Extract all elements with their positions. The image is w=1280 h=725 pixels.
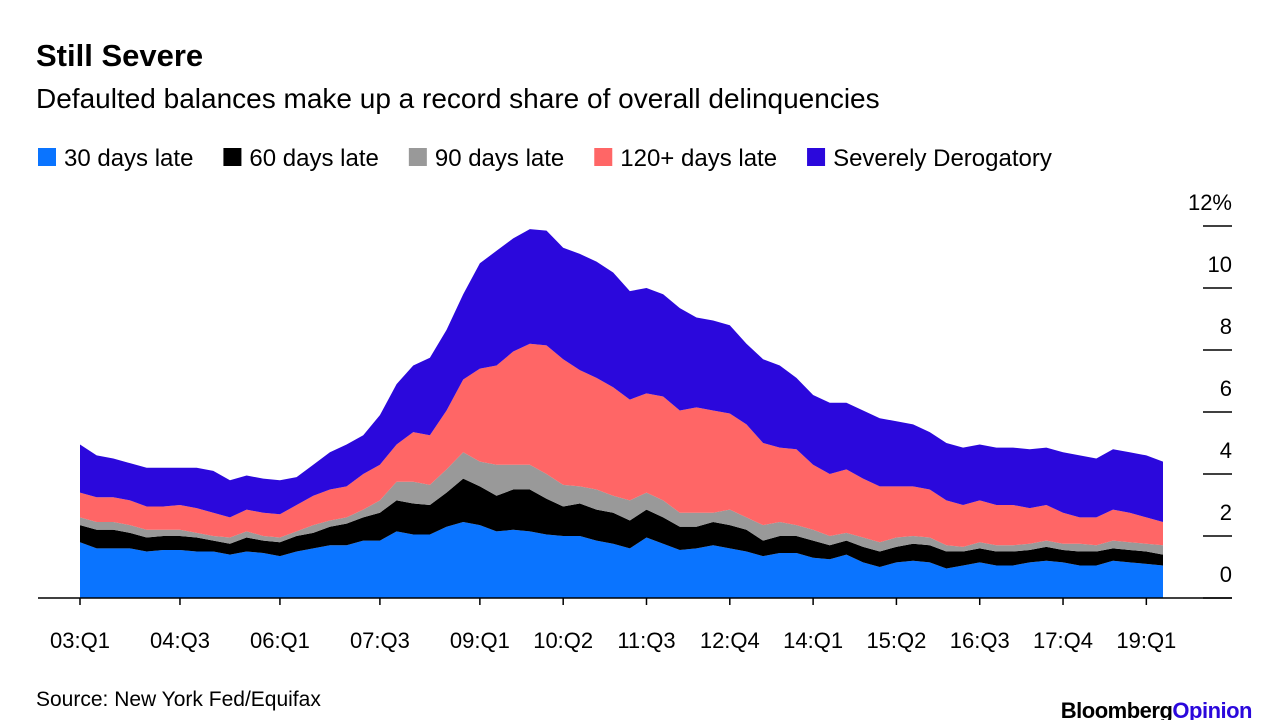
area [80, 343, 1163, 547]
x-tick-label: 19:Q1 [1116, 628, 1176, 653]
x-tick-label: 17:Q4 [1033, 628, 1093, 653]
x-tick-label: 04:Q3 [150, 628, 210, 653]
y-tick-label: 0 [1220, 562, 1232, 587]
legend-swatch [408, 148, 427, 166]
y-tick-label: 6 [1220, 376, 1232, 401]
legend-label: Severely Derogatory [833, 145, 1052, 172]
brand-suffix: Opinion [1172, 698, 1252, 720]
legend-swatch [223, 148, 242, 166]
y-tick-label: 8 [1220, 314, 1232, 339]
chart-title: Still Severe [36, 38, 203, 73]
x-tick-label: 07:Q3 [350, 628, 410, 653]
area [80, 478, 1163, 569]
y-tick-label: 2 [1220, 500, 1232, 525]
legend-label: 60 days late [249, 145, 378, 172]
legend-swatch [38, 148, 56, 166]
legend-swatch [594, 148, 613, 166]
y-tick-label: 4 [1220, 438, 1232, 463]
source: Source: New York Fed/Equifax [36, 688, 321, 711]
x-tick-label: 16:Q3 [950, 628, 1010, 653]
x-tick-label: 15:Q2 [866, 628, 926, 653]
area [80, 229, 1163, 523]
x-tick-label: 06:Q1 [250, 628, 310, 653]
x-tick-label: 09:Q1 [450, 628, 510, 653]
chart-subtitle: Defaulted balances make up a record shar… [36, 83, 880, 114]
area [80, 452, 1163, 555]
x-tick-label: 11:Q3 [617, 628, 675, 653]
y-tick-label: 12% [1188, 190, 1232, 215]
x-tick-label: 12:Q4 [700, 628, 760, 653]
brand: BloombergOpinion [1061, 698, 1252, 720]
area [80, 522, 1163, 598]
x-tick-label: 14:Q1 [783, 628, 843, 653]
legend-label: 120+ days late [620, 145, 777, 172]
legend-label: 90 days late [435, 145, 564, 172]
legend-swatch [807, 148, 826, 166]
x-tick-label: 03:Q1 [50, 628, 110, 653]
brand-name: Bloomberg [1061, 698, 1173, 720]
x-tick-label: 10:Q2 [533, 628, 593, 653]
y-tick-label: 10 [1208, 252, 1232, 277]
legend-label: 30 days late [64, 145, 193, 172]
plot-area [80, 229, 1163, 598]
